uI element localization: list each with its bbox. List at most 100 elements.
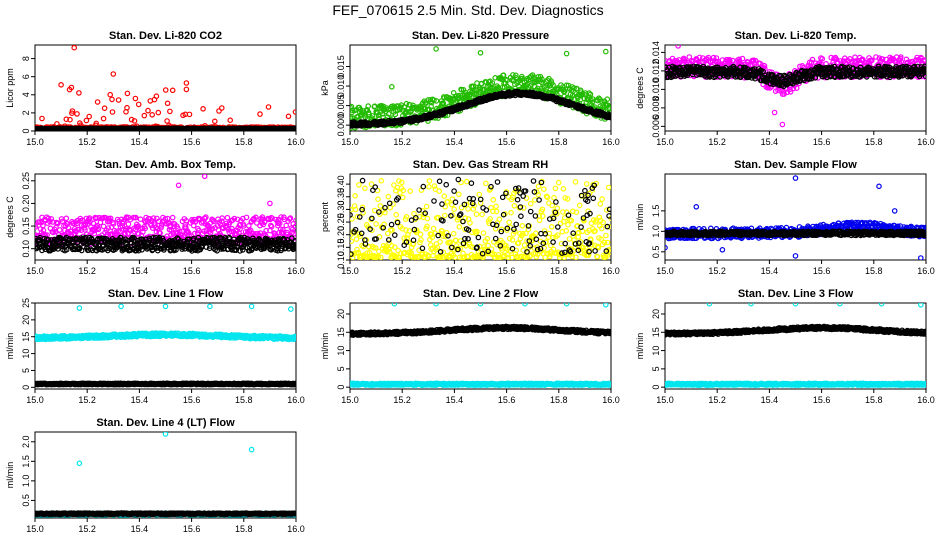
data-point: [431, 183, 438, 189]
data-point: [727, 58, 733, 64]
data-point: [100, 223, 107, 230]
data-point: [430, 225, 437, 232]
points-layer: [350, 176, 611, 260]
data-point: [141, 112, 148, 119]
x-tick-label: 15.6: [183, 137, 201, 147]
data-point: [837, 58, 844, 64]
data-point: [354, 246, 360, 253]
data-point: [563, 50, 570, 57]
data-point: [173, 247, 179, 253]
panel-title: Stan. Dev. Amb. Box Temp.: [95, 159, 236, 171]
data-point: [504, 251, 511, 258]
data-point: [355, 249, 362, 256]
data-point: [606, 105, 611, 111]
data-point: [506, 235, 513, 242]
data-point: [442, 204, 449, 210]
data-point: [355, 114, 361, 120]
data-point: [285, 113, 292, 120]
data-point: [231, 215, 238, 222]
data-point: [480, 230, 487, 236]
data-point: [135, 247, 142, 254]
data-point: [598, 98, 605, 104]
data-point: [35, 224, 39, 230]
x-tick-label: 15.6: [183, 266, 201, 276]
data-point: [784, 89, 791, 96]
y-tick-label: 0.10: [21, 240, 31, 258]
data-point: [133, 214, 139, 221]
data-point: [102, 214, 109, 221]
data-point: [787, 86, 793, 93]
y-axis-label: kPa: [320, 80, 330, 96]
x-tick-label: 15.0: [656, 137, 674, 147]
data-point: [787, 89, 794, 95]
data-point: [771, 109, 778, 116]
data-point: [922, 69, 926, 76]
data-point: [426, 184, 432, 190]
plot-frame: [349, 44, 612, 132]
x-tick-label: 15.4: [446, 266, 464, 276]
data-point: [509, 237, 516, 243]
data-point: [879, 56, 886, 62]
data-point: [58, 82, 64, 88]
data-point: [265, 104, 272, 110]
data-point: [118, 235, 124, 241]
y-tick-label: 6: [21, 74, 31, 79]
data-point: [183, 80, 190, 86]
data-point: [389, 227, 395, 233]
points-layer: [35, 45, 296, 131]
data-point: [86, 113, 93, 120]
data-point: [281, 214, 287, 221]
data-point: [155, 109, 162, 116]
data-point: [385, 111, 392, 117]
data-point: [898, 59, 905, 65]
data-point: [377, 203, 384, 209]
y-tick-label: 0.30: [336, 201, 346, 219]
data-point: [375, 196, 381, 203]
data-point: [63, 116, 70, 123]
data-point: [183, 218, 190, 224]
y-tick-label: 0: [21, 128, 31, 133]
data-point: [510, 72, 516, 78]
data-point: [261, 219, 268, 225]
data-point: [365, 103, 372, 109]
data-point: [196, 243, 202, 250]
data-point: [384, 230, 391, 237]
data-point: [74, 220, 80, 227]
y-tick-label: 0.25: [336, 213, 346, 231]
figure-title: FEF_070615 2.5 Min. Std. Dev. Diagnostic…: [332, 2, 603, 18]
y-tick-label: 0.40: [336, 175, 346, 193]
data-point: [498, 226, 505, 233]
data-point: [95, 226, 102, 233]
data-point: [777, 72, 784, 79]
data-point: [868, 57, 875, 64]
data-point: [463, 178, 470, 185]
data-point: [390, 201, 396, 208]
data-point: [56, 227, 63, 233]
data-point: [283, 222, 290, 229]
series-primary: [35, 45, 296, 131]
data-point: [450, 230, 457, 237]
x-tick-label: 15.2: [78, 266, 96, 276]
x-tick-label: 16.0: [287, 137, 305, 147]
data-point: [167, 108, 173, 115]
data-point: [914, 63, 921, 70]
data-point: [819, 55, 826, 62]
data-point: [492, 226, 499, 232]
data-point: [405, 239, 412, 246]
data-point: [378, 254, 384, 260]
data-point: [240, 247, 246, 253]
data-point: [243, 214, 250, 221]
data-point: [78, 247, 85, 254]
data-point: [356, 182, 362, 188]
plot-frame: [664, 44, 927, 132]
data-point: [276, 220, 283, 227]
chart-panel-temp: Stan. Dev. Li-820 Temp.15.0 15.2 15.4 15.6 1…: [635, 30, 935, 147]
data-point: [403, 100, 410, 107]
data-point: [495, 254, 501, 260]
x-tick-label: 15.8: [550, 137, 568, 147]
x-tick-label: 15.2: [393, 137, 411, 147]
data-point: [922, 57, 926, 64]
data-point: [736, 56, 743, 63]
data-point: [434, 244, 441, 251]
panel-title: Stan. Dev. Gas Stream RH: [413, 159, 549, 171]
